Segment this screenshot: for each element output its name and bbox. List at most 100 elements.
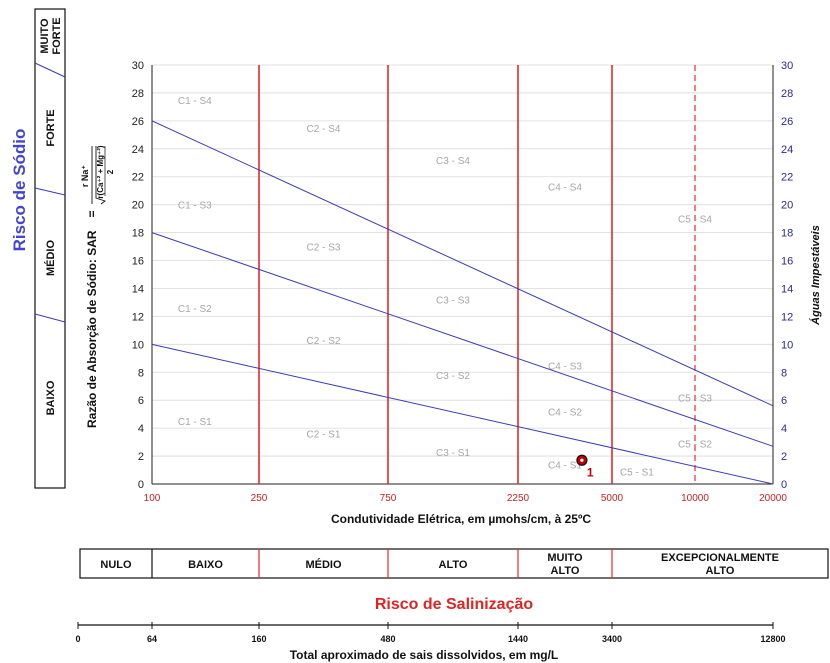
sodium-class-label: MÉDIO [44,240,57,277]
salinity-class-label: BAIXO [188,559,223,571]
sar-boundary-line-2 [151,232,774,447]
formula-numerator: r Na⁺ [80,165,90,188]
zone-label: C3 - S4 [436,156,470,167]
zone-label: C4 - S2 [548,407,582,418]
zone-label: C5 - S4 [678,215,712,226]
tds-tick-label: 12800 [760,634,785,644]
formula-equals: = [85,210,99,217]
sodium-box-frame [34,8,66,489]
x-tick: 2250 [507,493,530,504]
formula-denominator: r(Ca⁺² + Mg⁺²) [96,145,105,198]
formula-divisor: 2 [106,169,115,174]
sample-point-label: 1 [587,465,594,479]
zone-label: C4 - S3 [548,361,582,372]
x-tick: 250 [251,493,268,504]
y-tick-right: 6 [781,395,787,407]
salinity-class-label-line: MUITO [547,552,583,564]
x-tick: 10000 [681,493,709,504]
y-tick-left: 14 [132,283,144,295]
y-tick-left: 22 [132,172,144,184]
y-tick-right: 16 [781,256,793,268]
zone-label: C1 - S3 [178,201,212,212]
tds-label: Total aproximado de sais dissolvidos, em… [290,648,559,662]
tds-tick-label: 480 [380,634,395,644]
y-tick-right: 26 [781,116,793,128]
x-tick: 750 [380,493,397,504]
x-tick: 20000 [759,493,787,504]
y-tick-left: 8 [138,367,144,379]
zone-label: C5 - S3 [678,393,712,404]
sar-boundary-lines [151,120,774,485]
salinity-divider-lines [258,65,696,484]
tds-tick-label: 0 [75,634,80,644]
y-tick-right: 28 [781,88,793,100]
y-tick-left: 24 [132,144,144,156]
y-tick-right: 10 [781,339,793,351]
sample-point-center [580,458,584,462]
sodium-class-separator [34,313,66,323]
y-tick-left: 4 [138,423,144,435]
zone-label: C1 - S4 [178,96,212,107]
y-tick-left: 28 [132,88,144,100]
y-tick-left: 12 [132,311,144,323]
zone-label: C4 - S4 [548,183,582,194]
y-tick-left: 10 [132,339,144,351]
y-tick-right: 30 [781,60,793,72]
zone-label: C5 - S1 [620,467,654,478]
y-tick-right: 22 [781,172,793,184]
sodium-class-label: MUITOFORTE [39,17,63,54]
zone-label: C2 - S1 [307,430,341,441]
sar-boundary-line-1 [151,343,774,485]
salinity-class-label: NULO [100,559,132,571]
y-tick-left: 0 [138,479,144,491]
y-tick-left: 2 [138,451,144,463]
zone-label: C3 - S3 [436,296,470,307]
zone-label: C3 - S2 [436,371,470,382]
salinity-risk-title: Risco de Salinização [375,596,534,613]
sodium-class-label: FORTE [45,109,57,146]
salinity-class-label: MÉDIO [305,558,342,571]
sample-points: 1 [576,454,594,479]
y-tick-right: 8 [781,367,787,379]
y-tick-left: 18 [132,228,144,240]
y-tick-right: 24 [781,144,793,156]
y-tick-left: 16 [132,256,144,268]
salinity-class-label-line: EXCEPCIONALMENTE [661,552,779,564]
sqrt-sign [95,146,106,205]
gridlines [151,64,774,485]
zone-label: C2 - S3 [307,243,341,254]
y-tick-right: 4 [781,423,787,435]
zone-labels: C1 - S4 C1 - S3 C1 - S2 C1 - S1 C2 - S4 C2 - … [178,96,713,479]
salinity-class-label-line: ALTO [706,565,735,577]
y-tick-left: 30 [132,60,144,72]
y-axis-label-left: Razão de Absorção de Sódio: SAR [85,230,99,428]
zone-label: C1 - S2 [178,304,212,315]
salinity-class-label: EXCEPCIONALMENTE ALTO [661,552,779,577]
zone-label: C2 - S2 [307,336,341,347]
sodium-class-separator [34,187,66,196]
zone-label: C1 - S1 [178,417,212,428]
sodium-class-separator [34,62,66,78]
sar-boundary-line-3 [151,120,774,407]
sodium-risk-title: Risco de Sódio [10,129,29,252]
tds-tick-label: 3400 [602,634,622,644]
y-tick-left: 26 [132,116,144,128]
salinity-class-label-line: ALTO [551,565,580,577]
zone-label: C4 - S1 [548,460,582,471]
x-tick: 5000 [601,493,624,504]
tds-tick-label: 64 [147,634,157,644]
sodium-class-label-line: FORTE [51,17,63,54]
salinity-class-label: MUITO ALTO [547,552,583,577]
y-tick-right: 0 [781,479,787,491]
tds-tick-label: 1440 [508,634,528,644]
y-tick-right: 2 [781,451,787,463]
y-tick-left: 20 [132,200,144,212]
zone-label: C2 - S4 [307,124,341,135]
salinity-class-label: ALTO [439,559,468,571]
tds-scale: 0 64 160 480 1440 3400 12800 [75,622,786,644]
y-tick-left: 6 [138,395,144,407]
